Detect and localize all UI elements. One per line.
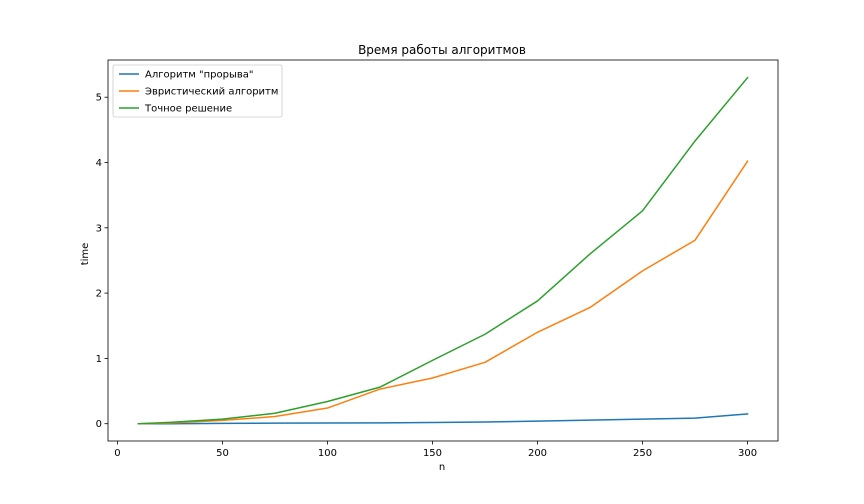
- legend-box: [112, 64, 283, 118]
- series-line-2: [137, 160, 749, 425]
- chart-title: Время работы алгоритмов: [358, 43, 526, 57]
- series-line-1: [137, 413, 749, 425]
- y-tick-label: 3: [96, 223, 102, 234]
- legend-label-3: Точное решение: [144, 104, 232, 115]
- y-tick-label: 0: [96, 419, 102, 430]
- legend: Алгоритм "прорыва" Эвристический алгоритм…: [112, 64, 283, 118]
- y-tick-label: 4: [96, 158, 102, 169]
- x-tick-label: 200: [528, 448, 547, 459]
- y-axis-label: time: [80, 243, 91, 266]
- x-tick-label: 50: [216, 448, 229, 459]
- series-line-3: [137, 76, 749, 425]
- x-axis-label: n: [439, 462, 445, 473]
- x-tick-label: 100: [318, 448, 337, 459]
- y-tick-label: 5: [96, 93, 102, 104]
- x-tick-label: 250: [633, 448, 652, 459]
- axes-frame: [107, 59, 779, 442]
- x-tick-label: 150: [423, 448, 442, 459]
- y-tick-label: 2: [96, 289, 102, 300]
- x-tick-label: 0: [114, 448, 120, 459]
- x-tick-label: 300: [738, 448, 757, 459]
- y-tick-label: 1: [96, 354, 102, 365]
- legend-label-2: Эвристический алгоритм: [145, 87, 278, 98]
- legend-label-1: Алгоритм "прорыва": [145, 70, 253, 81]
- series-layer: [137, 76, 749, 425]
- axes-layer: 0 50 100 150 200 250 300 0 1 2 3 4 5: [96, 59, 779, 459]
